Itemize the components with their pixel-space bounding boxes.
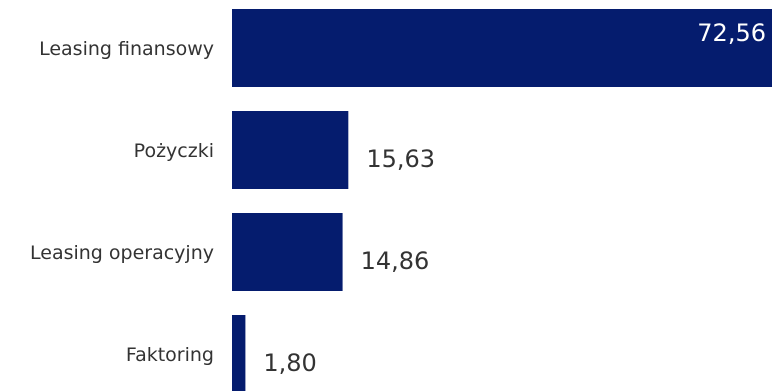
category-label-faktoring: Faktoring bbox=[126, 344, 214, 366]
value-label-pozyczki: 15,63 bbox=[366, 145, 435, 173]
value-label-leasing-operacyjny: 14,86 bbox=[361, 247, 430, 275]
category-label-pozyczki: Pożyczki bbox=[134, 140, 214, 162]
bar-pozyczki bbox=[232, 111, 349, 189]
bar-faktoring bbox=[232, 315, 246, 391]
value-labels-group: 72,56 15,63 14,86 1,80 bbox=[263, 19, 766, 377]
bar-leasing-finansowy bbox=[232, 9, 772, 87]
category-label-leasing-operacyjny: Leasing operacyjny bbox=[30, 242, 214, 264]
category-label-leasing-finansowy: Leasing finansowy bbox=[39, 38, 214, 60]
bar-leasing-operacyjny bbox=[232, 213, 343, 291]
bars-group bbox=[232, 9, 772, 391]
value-label-faktoring: 1,80 bbox=[263, 349, 316, 377]
category-labels-group: Leasing finansowy Pożyczki Leasing operacy… bbox=[30, 38, 214, 366]
value-label-leasing-finansowy: 72,56 bbox=[697, 19, 766, 47]
